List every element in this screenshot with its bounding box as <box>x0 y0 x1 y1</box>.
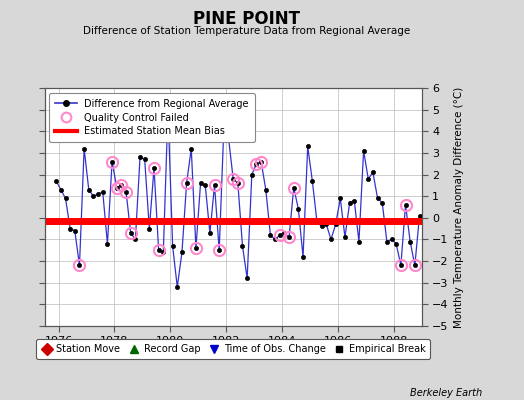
Text: Difference of Station Temperature Data from Regional Average: Difference of Station Temperature Data f… <box>83 26 410 36</box>
Legend: Station Move, Record Gap, Time of Obs. Change, Empirical Break: Station Move, Record Gap, Time of Obs. C… <box>36 339 430 359</box>
Text: Berkeley Earth: Berkeley Earth <box>410 388 482 398</box>
Text: PINE POINT: PINE POINT <box>193 10 300 28</box>
Legend: Difference from Regional Average, Quality Control Failed, Estimated Station Mean: Difference from Regional Average, Qualit… <box>49 93 255 142</box>
Y-axis label: Monthly Temperature Anomaly Difference (°C): Monthly Temperature Anomaly Difference (… <box>454 86 464 328</box>
